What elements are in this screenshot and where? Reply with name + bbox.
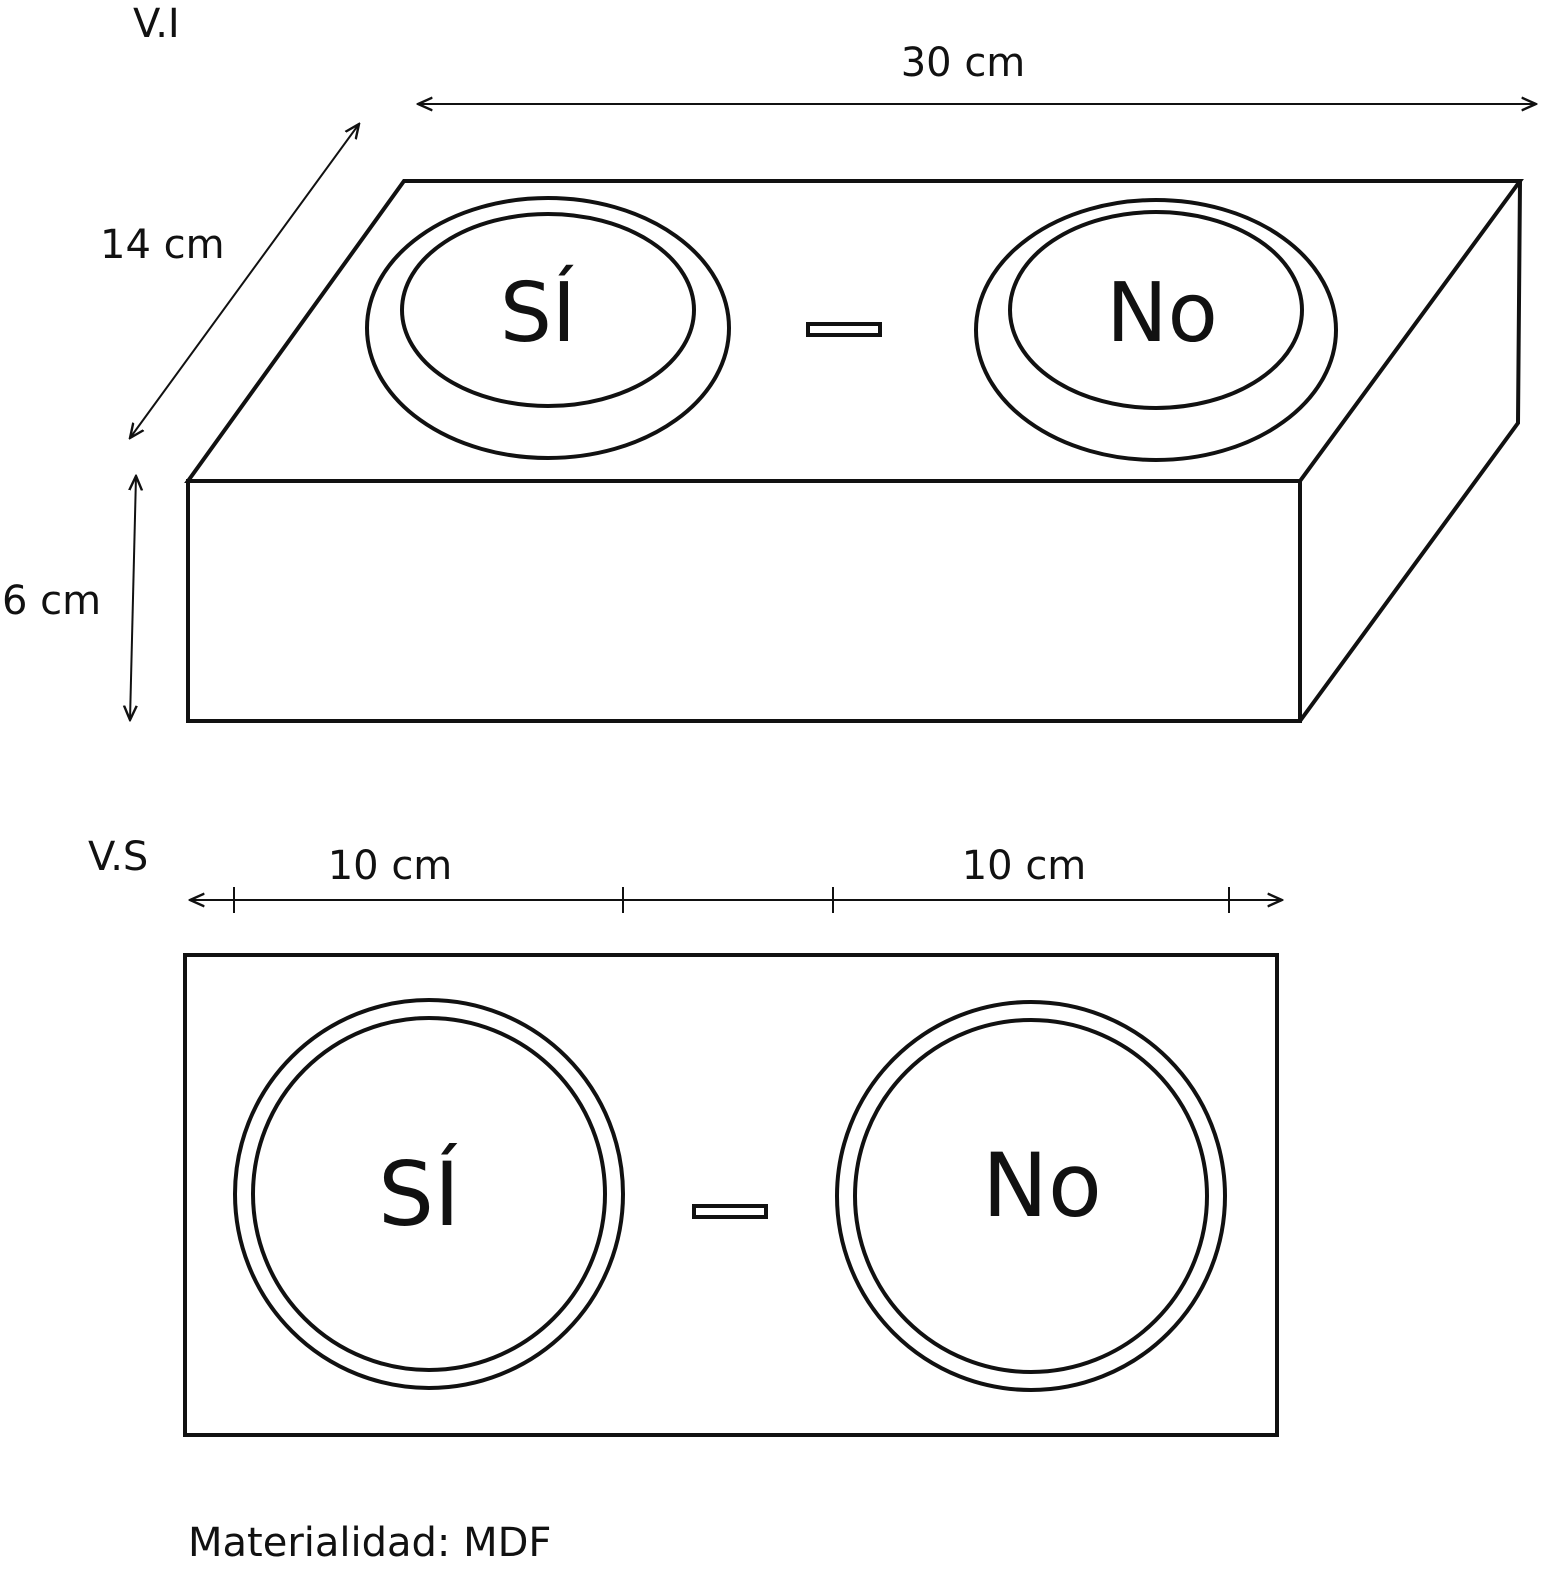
no-button bbox=[1008, 210, 1304, 410]
depth-dimension-label: 14 cm bbox=[100, 222, 225, 268]
no-button-outer-ring bbox=[974, 198, 1338, 462]
yes-button-label: SÍ bbox=[500, 265, 576, 361]
right-button-dimension-label: 10 cm bbox=[962, 843, 1087, 889]
yes-button-label: SÍ bbox=[378, 1143, 460, 1246]
isometric-view: V.I 30 cm 14 cm 6 cm SÍ No bbox=[2, 1, 1536, 723]
depth-dimension-line bbox=[130, 124, 359, 438]
yes-button bbox=[251, 1016, 607, 1372]
slot bbox=[806, 322, 882, 337]
yes-button bbox=[400, 212, 696, 408]
material-note: Materialidad: MDF bbox=[188, 1520, 551, 1566]
height-dimension-label: 6 cm bbox=[2, 578, 101, 624]
no-button bbox=[853, 1018, 1209, 1374]
box-top-face bbox=[184, 179, 1524, 483]
box-side-face bbox=[1298, 180, 1522, 723]
top-view: V.S 10 cm 10 cm SÍ No bbox=[88, 834, 1282, 1437]
no-button-outer-ring bbox=[835, 1000, 1227, 1392]
slot bbox=[692, 1204, 768, 1219]
left-button-dimension-label: 10 cm bbox=[328, 843, 453, 889]
view-label-isometric: V.I bbox=[133, 1, 180, 47]
no-button-label: No bbox=[1106, 266, 1218, 361]
yes-button-outer-ring bbox=[365, 196, 731, 460]
height-dimension-line bbox=[130, 476, 136, 720]
yes-button-outer-ring bbox=[233, 998, 625, 1390]
box-front-face bbox=[186, 479, 1302, 723]
no-button-label: No bbox=[982, 1134, 1102, 1237]
width-dimension-label: 30 cm bbox=[901, 40, 1026, 86]
view-label-top: V.S bbox=[88, 834, 148, 880]
plan-outline bbox=[183, 953, 1279, 1437]
